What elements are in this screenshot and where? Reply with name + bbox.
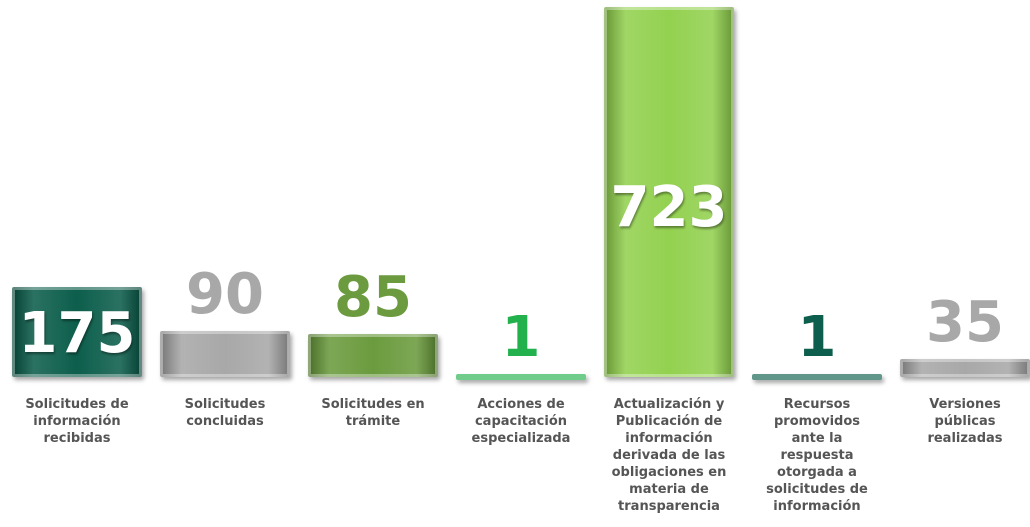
value-label: 90 [186,261,264,327]
value-label: 723 [610,174,728,240]
value-label: 85 [334,264,412,330]
bar [12,287,142,377]
category-label: Versiones públicas realizadas [927,397,1003,446]
bar [900,359,1030,377]
category-label: Solicitudes de información recibidas [25,397,129,446]
bar [456,374,586,380]
bar [752,374,882,380]
category-label: Actualización y Publicación de informaci… [611,397,727,514]
category-label: Solicitudes en trámite [321,397,425,429]
category-label: Recursos promovidos ante la respuesta ot… [766,397,868,514]
value-label: 1 [797,305,837,370]
value-label: 35 [926,290,1004,356]
value-label: 175 [18,300,136,366]
bar [160,330,290,377]
bar [604,7,734,377]
category-label: Solicitudes concluidas [184,397,266,429]
value-label: 1 [501,305,541,370]
category-label: Acciones de capacitación especializada [471,397,571,446]
bar [308,333,438,377]
